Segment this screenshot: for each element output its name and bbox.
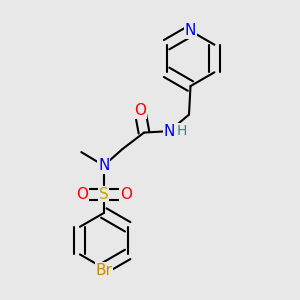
- Text: N: N: [98, 158, 110, 173]
- Text: O: O: [120, 187, 132, 202]
- Text: Br: Br: [95, 263, 112, 278]
- Text: O: O: [134, 103, 146, 118]
- Text: N: N: [185, 23, 196, 38]
- Text: N: N: [164, 124, 175, 139]
- Text: S: S: [99, 187, 109, 202]
- Text: H: H: [177, 124, 187, 138]
- Text: O: O: [76, 187, 88, 202]
